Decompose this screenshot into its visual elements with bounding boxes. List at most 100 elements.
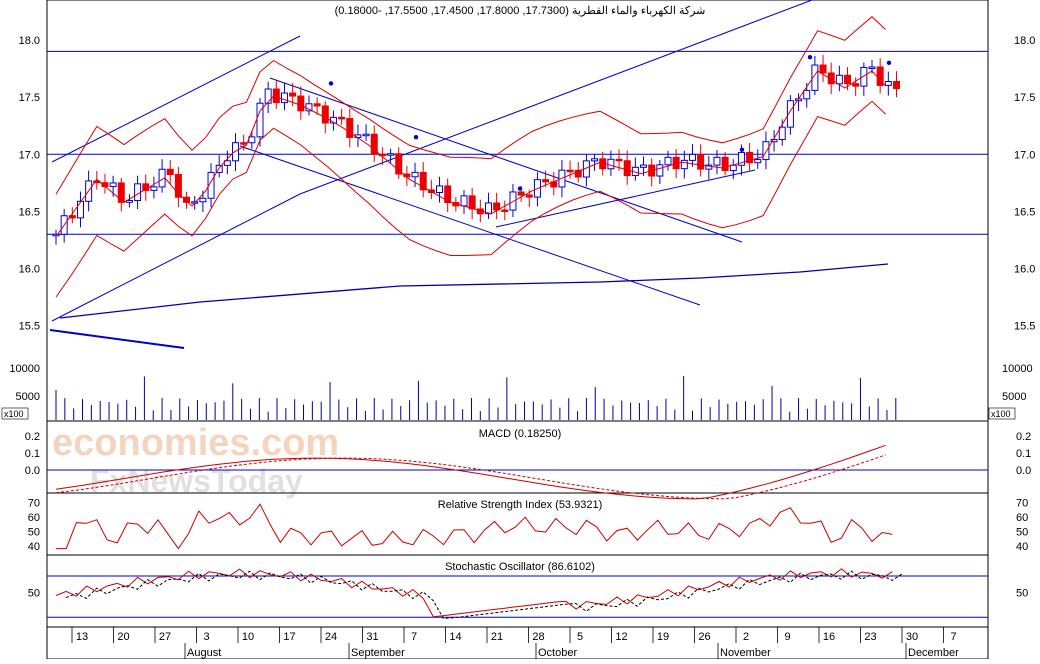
trend-line xyxy=(299,0,813,195)
price-panel-frame xyxy=(46,0,989,422)
bollinger-lower-band xyxy=(55,100,886,298)
macd-tick-left-0: 0.2 xyxy=(25,431,40,443)
trend-line xyxy=(51,193,301,322)
candle-body xyxy=(484,202,492,215)
candle-body xyxy=(501,209,509,213)
volume-unit-box-right xyxy=(988,407,1016,420)
candle-body xyxy=(664,156,672,166)
x-day-label-9: 14 xyxy=(449,631,461,643)
candle-marker xyxy=(517,186,523,191)
candle-marker xyxy=(328,81,334,86)
volume-unit-box-left xyxy=(1,407,29,420)
price-tick-right-5: 15.5 xyxy=(1014,321,1035,333)
candle-body xyxy=(150,186,158,191)
x-day-label-20: 30 xyxy=(906,631,918,643)
candle-body xyxy=(835,74,843,85)
macd-tick-left-2: 0.0 xyxy=(25,465,40,477)
candle-body xyxy=(134,183,142,201)
candle-body xyxy=(370,133,378,155)
candle-body xyxy=(737,151,745,166)
candle-marker xyxy=(807,54,813,60)
candle-body xyxy=(868,66,876,69)
x-day-label-1: 20 xyxy=(117,631,129,643)
candle-body xyxy=(68,215,76,219)
price-tick-right-0: 18.0 xyxy=(1014,35,1035,47)
x-day-label-18: 16 xyxy=(823,631,835,643)
candle-body xyxy=(76,200,84,219)
candle-body xyxy=(436,185,444,194)
candle-marker xyxy=(413,134,419,140)
x-day-label-6: 24 xyxy=(325,631,337,643)
candle-body xyxy=(313,103,321,107)
candle-body xyxy=(591,158,599,162)
candle-body xyxy=(892,80,900,90)
price-tick-left-1: 17.5 xyxy=(19,92,40,104)
candle-body xyxy=(378,153,386,157)
rsi-label: Relative Strength Index (53.9321) xyxy=(438,499,603,511)
price-tick-right-3: 16.5 xyxy=(1014,206,1035,218)
stochastic-tick-left-0: 50 xyxy=(28,588,40,600)
candle-body xyxy=(199,197,207,203)
x-day-label-14: 19 xyxy=(657,631,669,643)
candle-body xyxy=(387,153,395,156)
watermark-fxnewstoday: FxNewsToday xyxy=(90,463,303,499)
volume-tick-left-1: 5000 xyxy=(16,391,40,403)
candle-body xyxy=(174,173,182,198)
candle-body xyxy=(827,72,835,85)
macd-tick-right-0: 0.2 xyxy=(1016,431,1031,443)
x-day-label-11: 28 xyxy=(532,631,544,643)
macd-tick-right-1: 0.1 xyxy=(1016,448,1031,460)
volume-unit-right: x100 xyxy=(991,409,1011,419)
candle-body xyxy=(746,151,754,164)
watermark-economies: economies.com xyxy=(52,422,339,464)
x-day-label-19: 23 xyxy=(864,631,876,643)
stochastic-label: Stochastic Oscillator (86.6102) xyxy=(445,561,595,573)
candle-body xyxy=(770,138,778,143)
candle-body xyxy=(117,182,125,203)
volume-tick-left-0: 10000 xyxy=(9,363,40,375)
candle-body xyxy=(223,160,231,166)
rsi-tick-right-3: 40 xyxy=(1016,541,1028,553)
candle-body xyxy=(183,196,191,203)
x-day-label-16: 2 xyxy=(743,631,749,643)
candle-body xyxy=(860,66,868,87)
x-day-label-8: 7 xyxy=(411,631,417,643)
price-tick-right-2: 17.0 xyxy=(1014,149,1035,161)
rsi-tick-right-1: 60 xyxy=(1016,512,1028,524)
candle-body xyxy=(811,64,819,91)
candle-body xyxy=(444,185,452,204)
volume-tick-right-0: 10000 xyxy=(1002,363,1033,375)
price-tick-left-2: 17.0 xyxy=(19,149,40,161)
price-tick-left-4: 16.0 xyxy=(19,264,40,276)
candle-body xyxy=(256,102,264,138)
stochastic-d-line xyxy=(65,570,903,619)
candle-body xyxy=(819,64,827,74)
candle-body xyxy=(607,158,615,170)
candle-body xyxy=(803,89,811,100)
trend-line xyxy=(239,145,701,306)
candle-body xyxy=(762,141,770,161)
x-day-label-17: 9 xyxy=(784,631,790,643)
macd-label: MACD (0.18250) xyxy=(479,428,562,440)
candle-body xyxy=(656,164,664,177)
rsi-tick-right-0: 70 xyxy=(1016,497,1028,509)
candle-body xyxy=(566,169,574,173)
stochastic-k-line xyxy=(55,568,893,618)
candle-body xyxy=(460,195,468,207)
trend-line xyxy=(49,329,185,349)
macd-tick-right-2: 0.0 xyxy=(1016,465,1031,477)
rsi-tick-left-3: 40 xyxy=(28,541,40,553)
candle-body xyxy=(362,133,370,137)
x-day-label-2: 27 xyxy=(159,631,171,643)
volume-unit-left: x100 xyxy=(4,409,24,419)
candle-body xyxy=(786,100,794,128)
candle-body xyxy=(623,160,631,177)
x-month-label-0: August xyxy=(187,647,221,659)
macd-tick-left-1: 0.1 xyxy=(25,448,40,460)
candle-body xyxy=(395,153,403,175)
x-day-label-21: 7 xyxy=(950,631,956,643)
rsi-tick-left-1: 60 xyxy=(28,512,40,524)
candle-body xyxy=(844,74,852,85)
candle-body xyxy=(574,169,582,178)
